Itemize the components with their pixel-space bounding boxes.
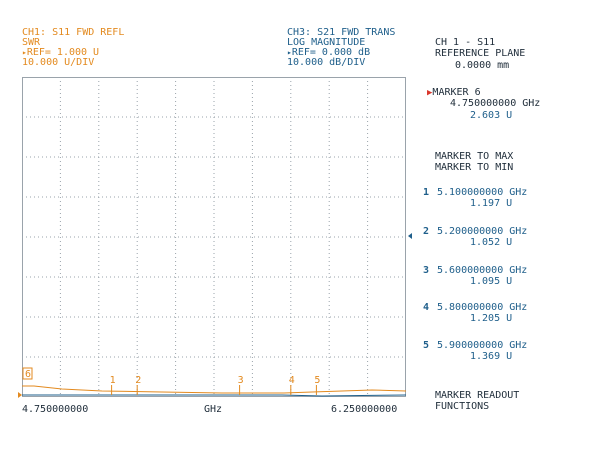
- marker-4-value: 1.205 U: [470, 313, 513, 324]
- marker-flag-label: 6: [25, 369, 31, 380]
- ch1-reference-arrow-icon: [18, 392, 22, 398]
- channel-param-label: CH 1 - S11: [435, 37, 496, 48]
- marker-6-box: [22, 367, 33, 380]
- marker-1-value: 1.197 U: [470, 198, 513, 209]
- marker-3-entry[interactable]: 3 5.600000000 GHz: [423, 265, 528, 276]
- ch3-reference: ▸REF= 0.000 dB: [287, 47, 371, 58]
- marker-5-entry[interactable]: 5 5.900000000 GHz: [423, 340, 528, 351]
- stop-frequency: 6.250000000: [331, 404, 398, 415]
- marker-2-value: 1.052 U: [470, 237, 513, 248]
- start-frequency: 4.750000000: [22, 404, 89, 415]
- active-marker-value: 2.603 U: [470, 110, 513, 121]
- marker-flag-label: 5: [314, 375, 320, 386]
- ch3-title: CH3: S21 FWD TRANS: [287, 27, 396, 38]
- marker-to-min-button[interactable]: MARKER TO MIN: [435, 162, 514, 173]
- active-marker-arrow-icon: ▶: [427, 88, 433, 98]
- ch1-format: SWR: [22, 37, 41, 48]
- ch3-reference-arrow-icon: [408, 233, 412, 239]
- ch3-scale: 10.000 dB/DIV: [287, 57, 366, 68]
- marker-2-entry[interactable]: 2 5.200000000 GHz: [423, 226, 528, 237]
- marker-to-max-button[interactable]: MARKER TO MAX: [435, 151, 514, 162]
- ch1-scale: 10.000 U/DIV: [22, 57, 95, 68]
- ch1-reference: ▸REF= 1.000 U: [22, 47, 100, 58]
- reference-plane-value: 0.0000 mm: [455, 60, 510, 71]
- ref-arrow-icon: ▸: [22, 48, 27, 57]
- ch1-trace: [22, 385, 407, 394]
- marker-flag-label: 3: [238, 375, 244, 386]
- marker-4-entry[interactable]: 4 5.800000000 GHz: [423, 302, 528, 313]
- frequency-unit: GHz: [204, 404, 223, 415]
- marker-1-entry[interactable]: 1 5.100000000 GHz: [423, 187, 528, 198]
- ref-arrow-icon: ▸: [287, 48, 292, 57]
- marker-flag-label: 2: [135, 375, 141, 386]
- active-marker-frequency: 4.750000000 GHz: [450, 98, 541, 109]
- ch3-trace: [22, 394, 407, 397]
- reference-plane-label: REFERENCE PLANE: [435, 48, 526, 59]
- marker-5-value: 1.369 U: [470, 351, 513, 362]
- active-marker-label[interactable]: ▶MARKER 6: [427, 87, 481, 98]
- ch1-title: CH1: S11 FWD REFL: [22, 27, 125, 38]
- marker-readout-functions-button[interactable]: MARKER READOUT FUNCTIONS: [435, 390, 520, 412]
- ch3-format: LOG MAGNITUDE: [287, 37, 366, 48]
- marker-flag-label: 1: [110, 375, 116, 386]
- marker-3-value: 1.095 U: [470, 276, 513, 287]
- marker-flag-label: 4: [289, 375, 295, 386]
